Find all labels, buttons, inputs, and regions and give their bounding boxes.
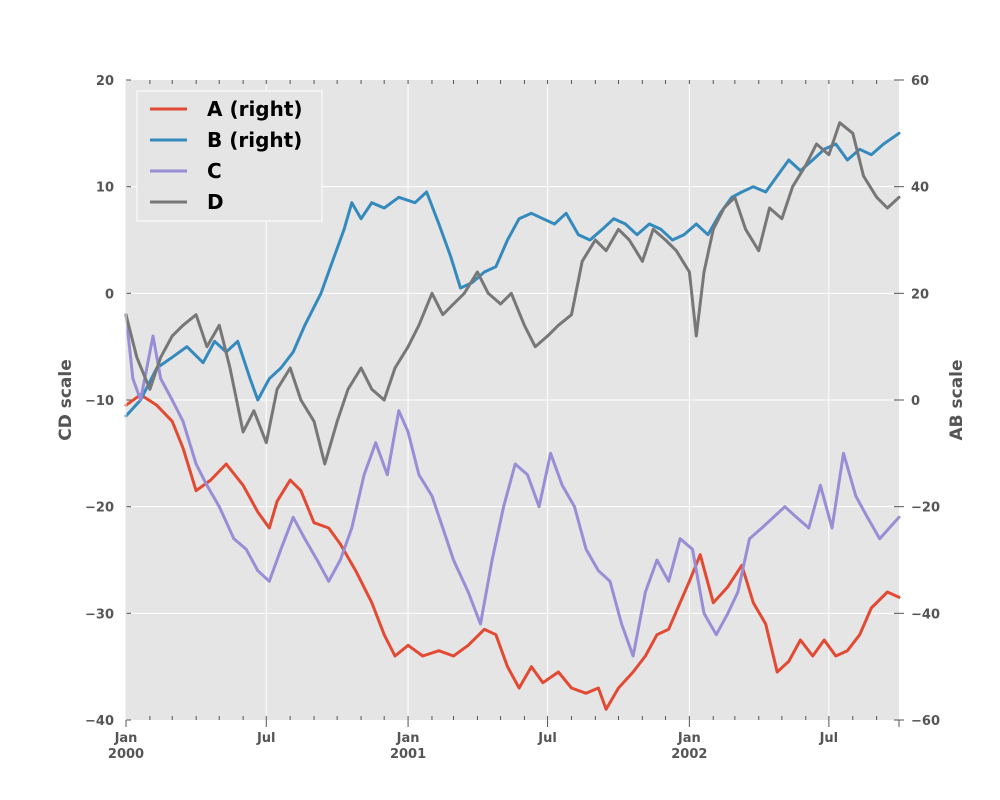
right-tick-label: −40 — [911, 607, 940, 622]
left-tick-label: −20 — [85, 501, 114, 516]
right-tick-label: −20 — [911, 501, 940, 516]
legend-label: D — [207, 190, 224, 214]
legend-label: B (right) — [207, 128, 302, 152]
left-tick-label: 0 — [105, 287, 114, 302]
left-tick-label: 10 — [96, 181, 114, 196]
x-tick-label: 2001 — [390, 747, 426, 762]
legend: A (right) B (right) CD — [136, 90, 323, 222]
right-tick-label: 60 — [911, 74, 929, 89]
right-tick-label: −60 — [911, 714, 940, 729]
series-line-4 — [124, 121, 901, 466]
left-tick-label: −40 — [85, 714, 114, 729]
right-tick-label: 20 — [911, 287, 929, 302]
x-tick-label: Jul — [819, 731, 839, 746]
left-tick-label: −30 — [85, 607, 114, 622]
x-tick-label: Jul — [256, 731, 276, 746]
x-tick-label: 2002 — [671, 747, 707, 762]
legend-label: A (right) — [207, 97, 303, 121]
x-tick-label: Jan — [396, 731, 420, 746]
x-tick-label: 2000 — [108, 747, 144, 762]
series-line-1 — [124, 393, 901, 711]
right-tick-label: 0 — [911, 394, 920, 409]
right-tick-label: 40 — [911, 181, 929, 196]
right-axis-title: AB scale — [947, 359, 967, 440]
x-tick-label: Jul — [537, 731, 557, 746]
axis-ticks: −40−30−20−1001020−60−40−200204060Jan2000… — [85, 74, 940, 762]
left-tick-label: −10 — [85, 394, 114, 409]
grid-lines — [126, 80, 899, 720]
left-tick-label: 20 — [96, 74, 114, 89]
series-line-2 — [124, 131, 901, 418]
x-tick-label: Jan — [114, 731, 138, 746]
legend-label: C — [207, 159, 222, 183]
x-tick-label: Jan — [677, 731, 701, 746]
series-line-3 — [124, 313, 901, 658]
left-axis-title: CD scale — [56, 359, 76, 441]
series-lines — [124, 121, 901, 711]
legend-box — [136, 90, 323, 222]
